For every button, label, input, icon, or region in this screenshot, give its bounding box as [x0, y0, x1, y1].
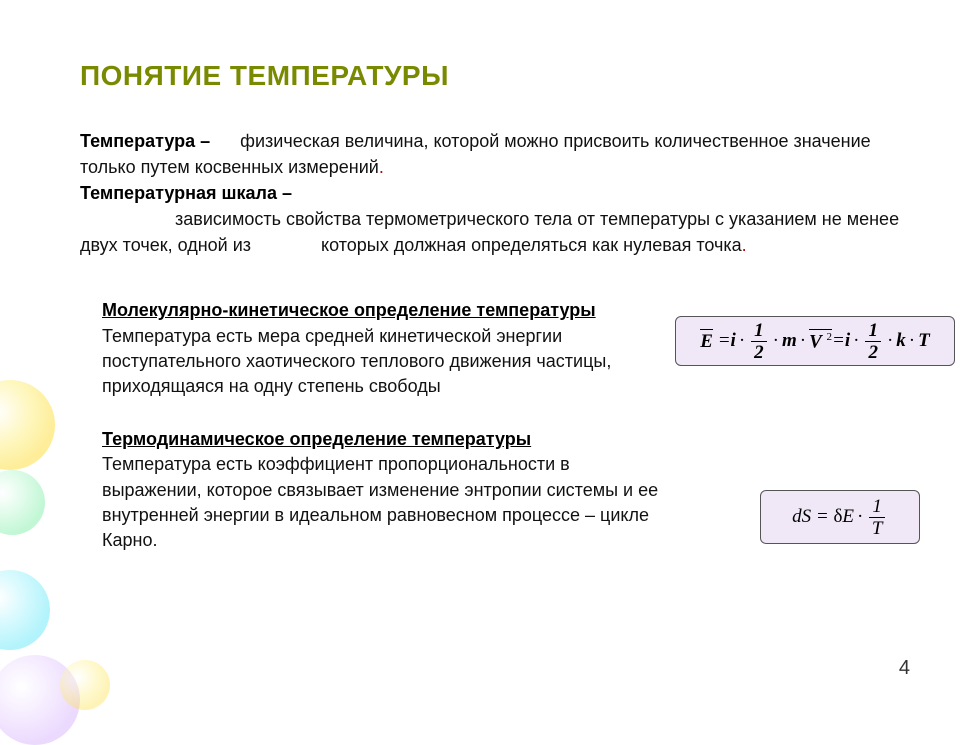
heading-thermo: Термодинамическое определение температур… — [102, 427, 910, 452]
page-title: ПОНЯТИЕ ТЕМПЕРАТУРЫ — [80, 60, 910, 92]
slide-content: ПОНЯТИЕ ТЕМПЕРАТУРЫ Температура – физиче… — [0, 0, 960, 611]
intro-paragraph: Температура – физическая величина, котор… — [80, 128, 910, 258]
formula-kinetic-energy: E = i · 12 · m ·V 2 = i · 12 · k · T — [675, 316, 955, 366]
def-scale: зависимость свойства термометрического т… — [80, 209, 899, 255]
term-scale: Температурная шкала – — [80, 183, 292, 203]
page-number: 4 — [899, 657, 910, 680]
body-thermo: Температура есть коэффициент пропорциона… — [102, 452, 672, 553]
body-molecular: Температура есть мера средней кинетическ… — [102, 324, 632, 400]
term-temperature: Температура – — [80, 131, 210, 151]
decor-circle-yellow-small — [60, 660, 110, 710]
formula-entropy: dS = δE · 1T — [760, 490, 920, 544]
